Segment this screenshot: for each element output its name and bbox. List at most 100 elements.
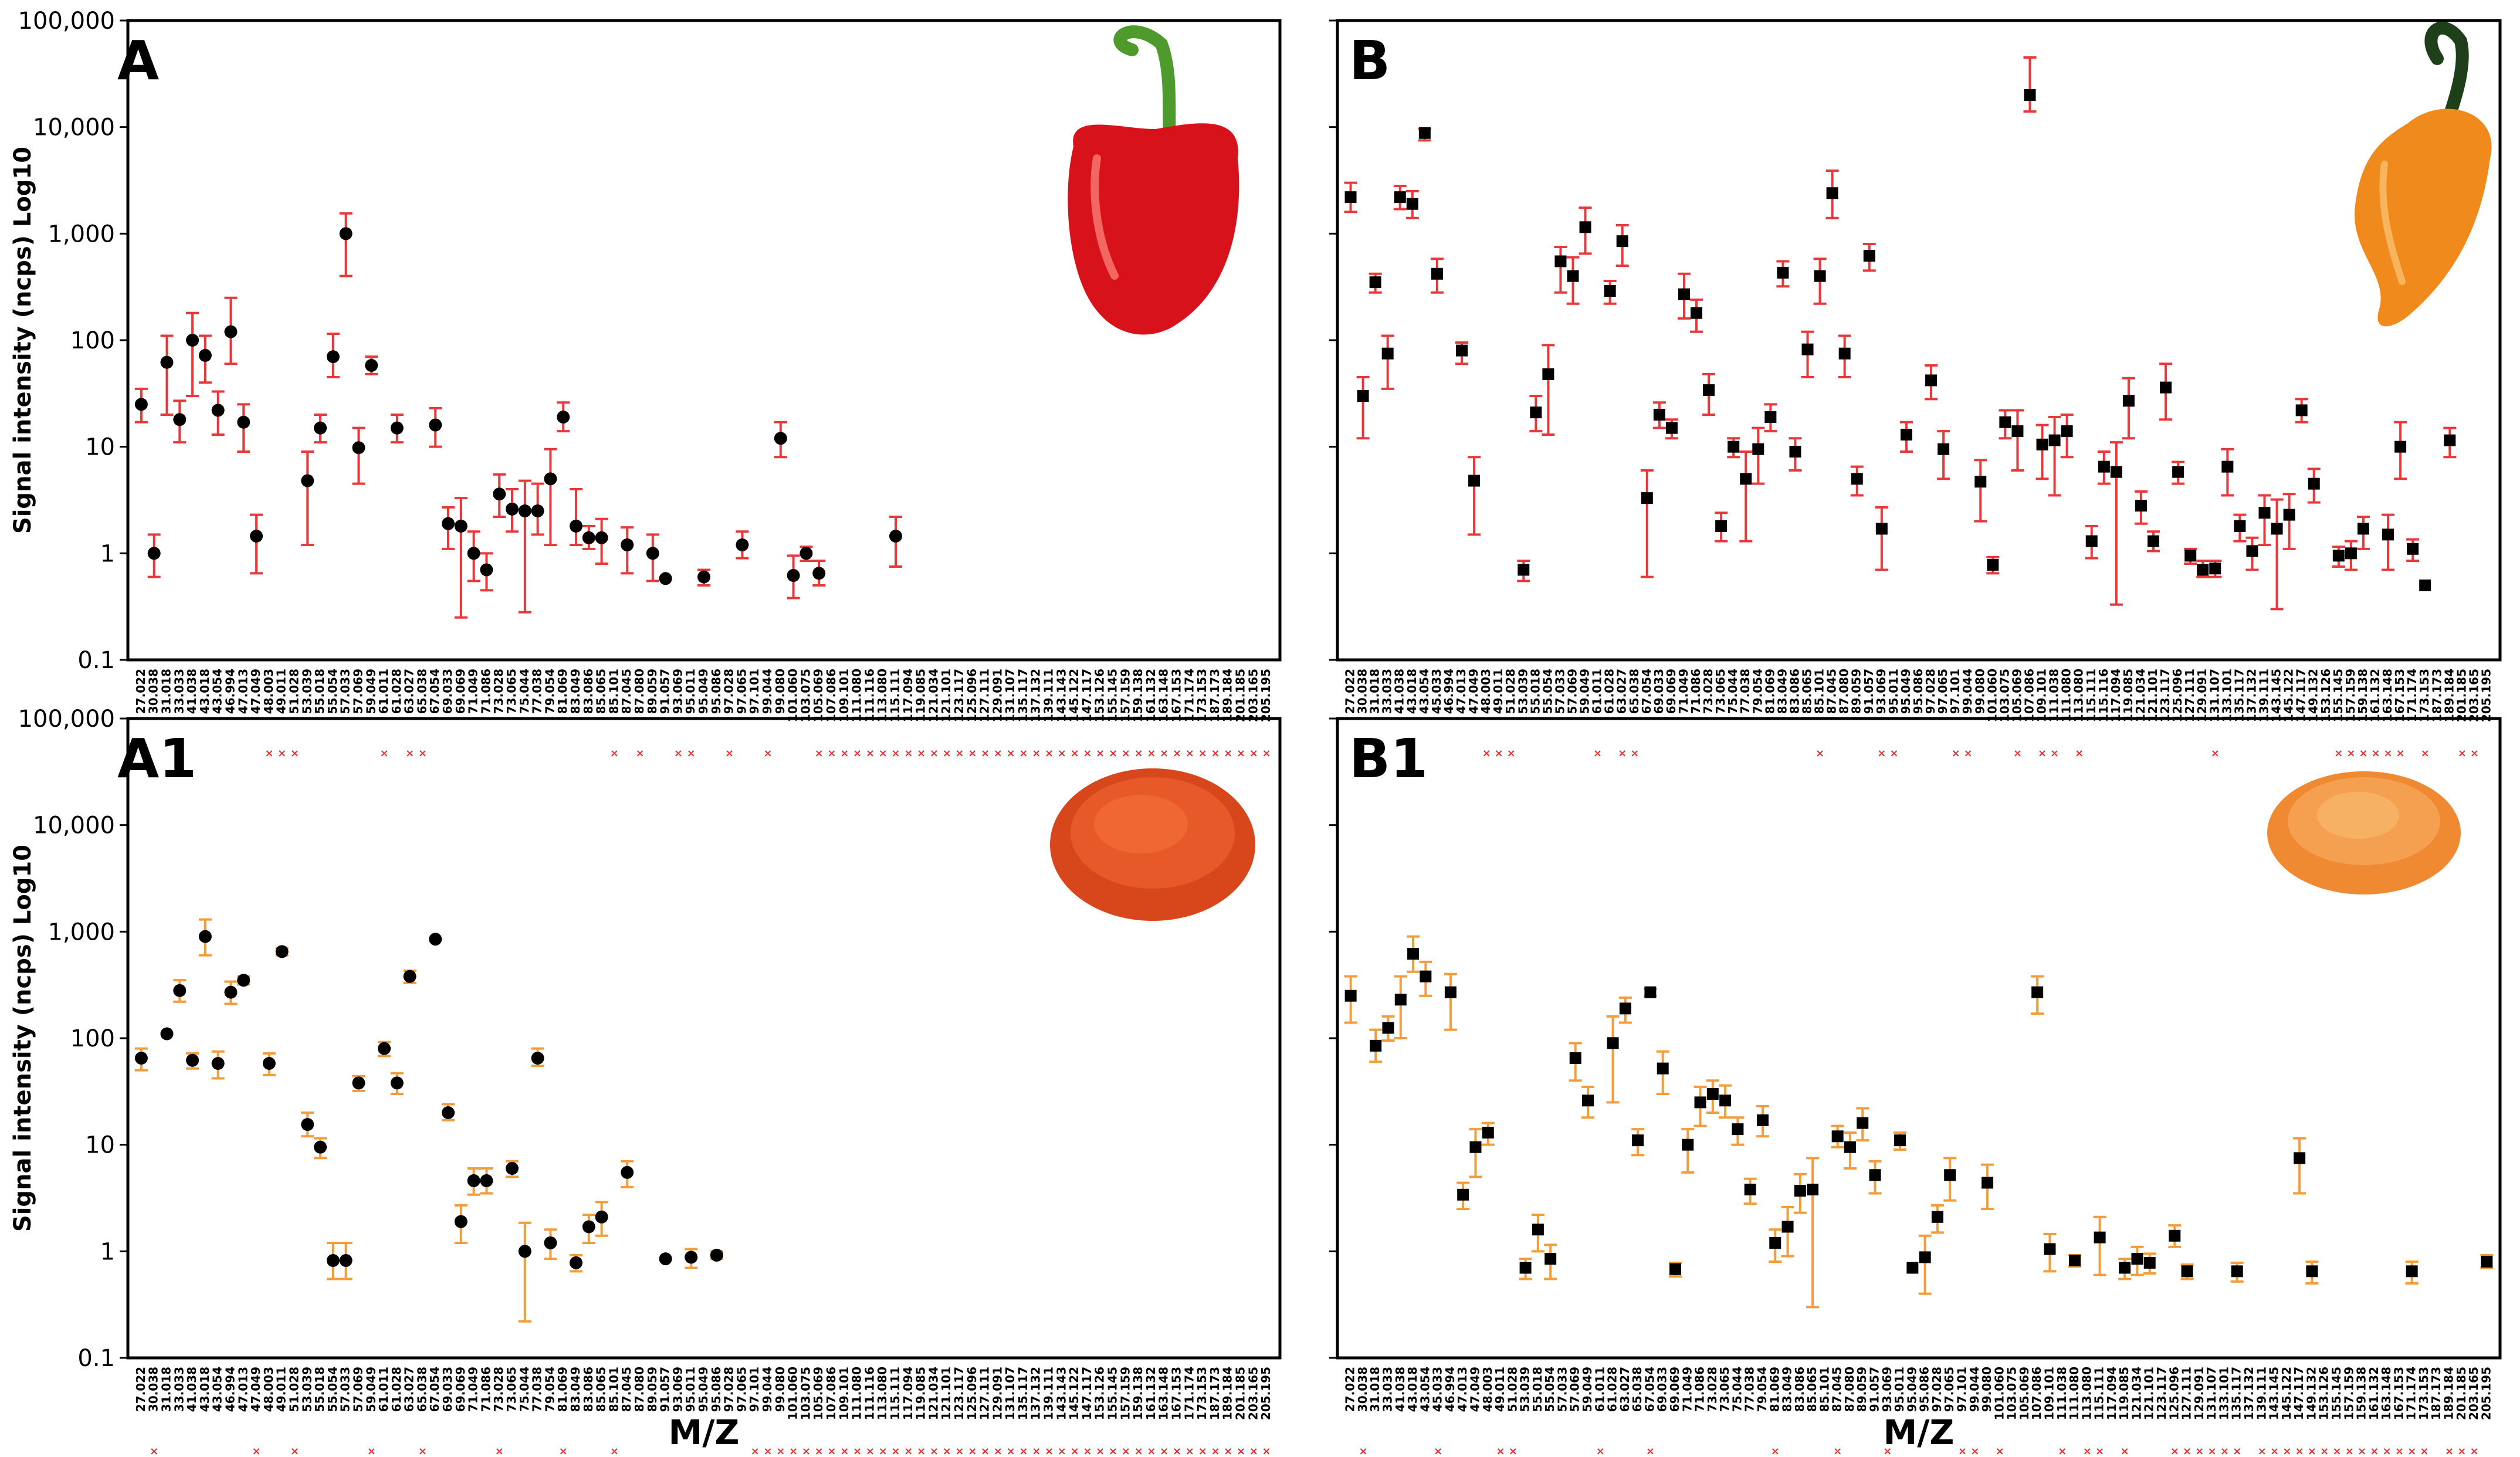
marker-square — [2419, 580, 2431, 592]
x-tick-label: 67.054 — [428, 1367, 442, 1412]
data-point — [262, 1052, 276, 1076]
x-tick-label: 203.165 — [2467, 1367, 2481, 1420]
missing-marker: × — [725, 747, 734, 760]
x-tick-label: 65.038 — [415, 1367, 429, 1412]
x-tick-label: 137.132 — [2242, 1367, 2256, 1420]
missing-marker: × — [1970, 1445, 1979, 1457]
data-point — [1517, 560, 1530, 582]
data-point — [1743, 1177, 1757, 1205]
marker-square — [1665, 422, 1678, 434]
data-point — [582, 1214, 595, 1244]
marker-circle — [403, 970, 416, 983]
data-point — [518, 1221, 531, 1323]
x-tick-label: 147.117 — [2294, 669, 2308, 722]
marker-circle — [467, 1174, 480, 1187]
x-tick-label: 123.117 — [2155, 1367, 2169, 1420]
x-tick-label: 69.069 — [1668, 1367, 1682, 1412]
marker-circle — [198, 348, 212, 362]
marker-square — [1394, 191, 1406, 204]
x-tick-label: 63.027 — [1615, 669, 1629, 714]
data-point — [2196, 560, 2210, 578]
marker-square — [1764, 411, 1777, 423]
data-point — [2147, 530, 2160, 553]
x-tick-label: 53.039 — [300, 669, 314, 714]
data-point — [1618, 996, 1632, 1024]
marker-square — [2135, 500, 2147, 512]
data-point — [1566, 256, 1580, 305]
x-tick-label: 83.086 — [1787, 669, 1801, 714]
x-tick-label: 57.069 — [351, 669, 365, 714]
x-tick-label: 97.065 — [734, 1367, 748, 1412]
data-point — [1806, 1157, 1820, 1309]
x-tick-label: 99.044 — [1960, 669, 1974, 714]
data-point — [2356, 516, 2370, 550]
x-tick-label: 99.080 — [773, 1367, 787, 1412]
x-tick-label: 89.059 — [1850, 669, 1864, 714]
x-tick-label: 95.086 — [1911, 669, 1925, 714]
data-point — [480, 1167, 493, 1195]
x-tick-label: 115.111 — [2092, 1367, 2106, 1420]
x-tick-label: 159.138 — [2356, 669, 2370, 722]
marker-circle — [621, 1165, 634, 1179]
missing-marker: × — [1173, 1445, 1181, 1457]
x-tick-label: 27.022 — [1343, 669, 1357, 714]
x-tick-label: 107.086 — [2030, 1367, 2044, 1420]
data-point — [147, 533, 161, 578]
x-tick-label: 153.126 — [1093, 669, 1107, 722]
missing-marker: × — [1160, 1445, 1168, 1457]
marker-circle — [390, 421, 404, 435]
x-tick-label: 189.184 — [1221, 669, 1235, 722]
data-point — [1930, 1204, 1944, 1234]
x-tick-label: 31.018 — [1368, 1367, 1382, 1412]
x-tick-label: 161.132 — [2368, 669, 2382, 722]
x-tick-label: 117.094 — [2109, 669, 2123, 722]
data-point — [2209, 560, 2222, 578]
x-tick-label: 57.033 — [338, 1367, 353, 1412]
x-tick-label: 83.086 — [1793, 1367, 1807, 1412]
x-tick-label: 115.116 — [2096, 669, 2111, 722]
panel-title: A — [117, 29, 159, 92]
missing-marker: × — [891, 747, 900, 760]
data-point — [1455, 341, 1469, 365]
x-tick-label: 99.044 — [760, 669, 774, 714]
y-tick-label: 10 — [85, 1132, 115, 1159]
x-tick-label: 79.054 — [1750, 669, 1764, 714]
marker-circle — [570, 1256, 583, 1269]
data-point — [2143, 1252, 2156, 1275]
data-point — [2131, 1245, 2144, 1276]
x-tick-label: 93.069 — [670, 1367, 685, 1412]
data-point — [659, 572, 672, 585]
x-tick-label: 171.174 — [1182, 1367, 1196, 1420]
missing-marker: × — [879, 747, 888, 760]
data-point — [442, 506, 455, 550]
marker-square — [1682, 1139, 1694, 1151]
data-point — [2394, 421, 2407, 480]
missing-marker: × — [1224, 747, 1232, 760]
plot-frame — [126, 19, 1282, 662]
missing-marker: × — [1482, 747, 1491, 760]
panel-a1: 0.1 1 10 100 1,000 10,000 100,000 Signal intens… — [9, 706, 1282, 1457]
missing-marker: × — [2058, 1445, 2067, 1457]
data-point — [889, 516, 902, 568]
missing-marker: × — [1007, 1445, 1015, 1457]
x-tick-label: 33.033 — [1380, 669, 1394, 714]
data-point — [1831, 1124, 1844, 1148]
data-point — [1715, 511, 1728, 543]
x-tick-label: 113.080 — [2079, 1367, 2094, 1420]
missing-marker: × — [687, 747, 696, 760]
y-tick-label: 10,000 — [33, 114, 115, 141]
data-point — [480, 552, 493, 592]
marker-square — [1744, 1184, 1756, 1196]
missing-marker: × — [2208, 1445, 2217, 1457]
x-tick-label: 79.054 — [543, 669, 557, 714]
data-point — [2011, 409, 2024, 472]
x-tick-label: 87.080 — [632, 1367, 646, 1412]
missing-marker: × — [2457, 1445, 2466, 1457]
missing-marker: × — [1083, 1445, 1092, 1457]
x-tick-label: 47.049 — [249, 1367, 263, 1412]
data-point — [595, 517, 608, 565]
marker-square — [1925, 374, 1938, 387]
x-tick-label: 203.165 — [1246, 1367, 1260, 1420]
marker-square — [1469, 1141, 1482, 1153]
data-point — [1529, 394, 1543, 433]
